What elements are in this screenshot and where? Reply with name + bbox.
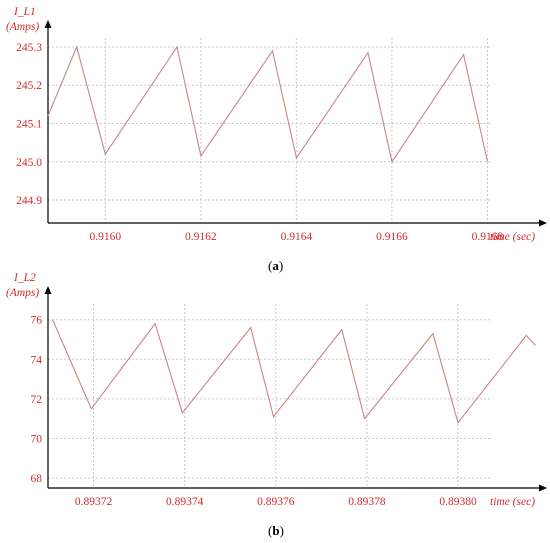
chart-b-ytick-label: 72	[31, 394, 43, 406]
chart-b-xtick-label: 0.89376	[257, 496, 295, 508]
chart-a-grid	[48, 38, 490, 223]
chart-b-caption-letter: b	[272, 523, 279, 538]
chart-a-xtick-label: 0.9166	[376, 231, 408, 243]
chart-b-xlabel: time (sec)	[490, 496, 535, 508]
chart-a-ytick-label: 245.1	[16, 119, 42, 131]
chart-b-xtick-label: 0.89378	[348, 496, 386, 508]
chart-b-series-line	[52, 319, 536, 424]
chart-a-x-arrow	[539, 219, 547, 227]
chart-a-ytick-label: 245.0	[16, 157, 42, 169]
chart-a-ytick-label: 244.9	[16, 195, 42, 207]
chart-a-caption-letter: a	[272, 258, 279, 273]
chart-b-xtick-label: 0.89380	[439, 496, 477, 508]
chart-b-ytick-label: 68	[31, 473, 43, 485]
chart-a-xtick-label: 0.9162	[185, 231, 217, 243]
chart-a-ytick-label: 245.3	[16, 42, 42, 54]
chart-a-xlabel: time (sec)	[490, 231, 535, 243]
chart-a-xtick-label: 0.9168	[472, 231, 504, 243]
chart-a-xtick-label: 0.9164	[281, 231, 313, 243]
chart-b-xtick-label: 0.89374	[166, 496, 204, 508]
chart-b-ytick-label: 70	[31, 434, 43, 446]
chart-a-yunit: (Amps)	[6, 21, 39, 33]
chart-a-ticks: 0.9160 0.9162 0.9164 0.9166 0.9168 244.9 245.0…	[16, 42, 503, 243]
chart-b-x-arrow	[539, 484, 547, 492]
chart-b: I_L2 (Amps) time (sec) 0.89372 0.89374 0.8…	[6, 272, 547, 538]
chart-a-y-arrow	[44, 20, 52, 28]
chart-a-ylabel: I_L1	[13, 6, 36, 18]
chart-b-ylabel: I_L2	[13, 272, 36, 284]
chart-b-xtick-label: 0.89372	[75, 496, 113, 508]
chart-b-ytick-label: 74	[31, 354, 43, 366]
chart-a-ytick-label: 245.2	[16, 80, 42, 92]
chart-b-grid	[48, 304, 490, 488]
chart-b-y-arrow	[44, 286, 52, 294]
chart-a-caption: (a)	[268, 258, 283, 273]
chart-a-series-line	[47, 45, 489, 164]
chart-b-yunit: (Amps)	[6, 287, 39, 299]
chart-b-ytick-label: 76	[31, 315, 43, 327]
chart-a-xtick-label: 0.9160	[90, 231, 122, 243]
chart-a: I_L1 (Amps) time (sec) 0.9160 0.9162 0.916…	[6, 6, 547, 273]
chart-b-ticks: 0.89372 0.89374 0.89376 0.89378 0.89380 68 70 7…	[31, 315, 477, 508]
chart-b-caption: (b)	[268, 523, 284, 538]
